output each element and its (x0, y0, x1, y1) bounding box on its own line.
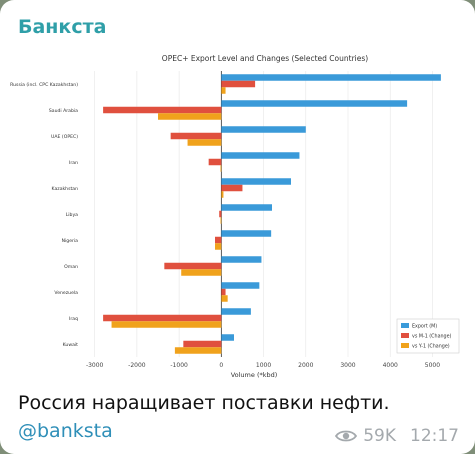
bar-export (221, 152, 300, 159)
x-tick-label: -3000 (86, 362, 104, 369)
category-label: Nigeria (62, 238, 79, 244)
post-time: 12:17 (410, 426, 459, 446)
x-tick-label: 4000 (383, 362, 398, 369)
legend-entry: Export (M) (412, 324, 437, 330)
tick-labels: -3000 -2000 -1000 0 1000 2000 3000 4000 5000 (86, 362, 440, 369)
bar-export (221, 126, 306, 133)
category-label: Saudi Arabia (49, 108, 78, 114)
category-label: UAE (OPEC) (51, 134, 78, 140)
legend: Export (M) vs M-1 (Change) vs Y-1 (Change) (396, 318, 460, 354)
bar-mom (183, 340, 222, 348)
bar-export (221, 204, 272, 211)
post-meta: 59K 12:17 (335, 426, 459, 446)
legend-entry: vs M-1 (Change) (412, 334, 452, 340)
category-label: Oman (64, 264, 78, 270)
category-labels: Russia (incl. CPC Kazakhstan) Saudi Arabi… (10, 82, 78, 348)
x-tick-label: 2000 (298, 362, 313, 369)
bar-yoy (181, 269, 222, 276)
x-tick-label: 5000 (425, 362, 440, 369)
bar-yoy (220, 165, 222, 172)
bars-layer (103, 74, 441, 354)
x-tick-label: 1000 (256, 362, 271, 369)
bar-mom (215, 236, 222, 244)
category-label: Venezuela (54, 290, 78, 296)
bar-yoy (111, 321, 222, 328)
bar-mom (208, 158, 222, 166)
bar-mom (164, 262, 222, 270)
category-label: Russia (incl. CPC Kazakhstan) (10, 82, 78, 88)
bar-export (221, 334, 234, 341)
eye-icon (335, 430, 358, 442)
legend-entry: vs Y-1 (Change) (412, 344, 450, 350)
bar-export (221, 256, 262, 263)
views-count: 59K (363, 426, 396, 446)
bar-mom (219, 210, 222, 218)
bar-export (221, 178, 291, 185)
legend-swatch (401, 343, 409, 348)
bar-yoy (215, 243, 222, 250)
legend-swatch (401, 333, 409, 338)
bar-export (221, 308, 251, 315)
bar-mom (170, 132, 222, 140)
bar-yoy (187, 139, 222, 146)
bar-yoy (158, 113, 222, 120)
category-label: Kazakhstan (52, 186, 79, 192)
bar-mom (221, 80, 256, 88)
bar-chart: OPEC+ Export Level and Changes (Selected… (0, 44, 475, 384)
bar-yoy (221, 295, 228, 302)
bar-mom (103, 106, 222, 114)
x-tick-label: -1000 (170, 362, 188, 369)
x-axis-label: Volume (*kbd) (231, 371, 278, 379)
category-label: Kuwait (63, 342, 79, 348)
x-tick-label: 3000 (340, 362, 355, 369)
chart-image[interactable]: OPEC+ Export Level and Changes (Selected… (0, 44, 475, 384)
legend-swatch (401, 323, 409, 328)
bar-export (221, 230, 272, 237)
bar-export (221, 100, 408, 107)
category-label: Iran (69, 160, 78, 166)
bar-yoy (221, 191, 224, 198)
bar-yoy (174, 347, 222, 354)
chart-title: OPEC+ Export Level and Changes (Selected… (162, 54, 368, 63)
bar-yoy (220, 217, 222, 224)
x-tick-label: -2000 (128, 362, 146, 369)
bar-export (221, 74, 441, 81)
bar-mom (221, 184, 243, 192)
bar-mom (103, 314, 222, 322)
bar-yoy (221, 87, 226, 94)
bar-mom (221, 288, 226, 296)
channel-link[interactable]: @banksta (18, 420, 113, 442)
bar-export (221, 282, 260, 289)
post-caption: Россия наращивает поставки нефти. (18, 392, 390, 414)
x-tick-label: 0 (219, 362, 223, 369)
channel-name[interactable]: Банкста (18, 16, 107, 38)
category-label: Iraq (69, 316, 78, 322)
category-label: Libya (66, 212, 78, 218)
